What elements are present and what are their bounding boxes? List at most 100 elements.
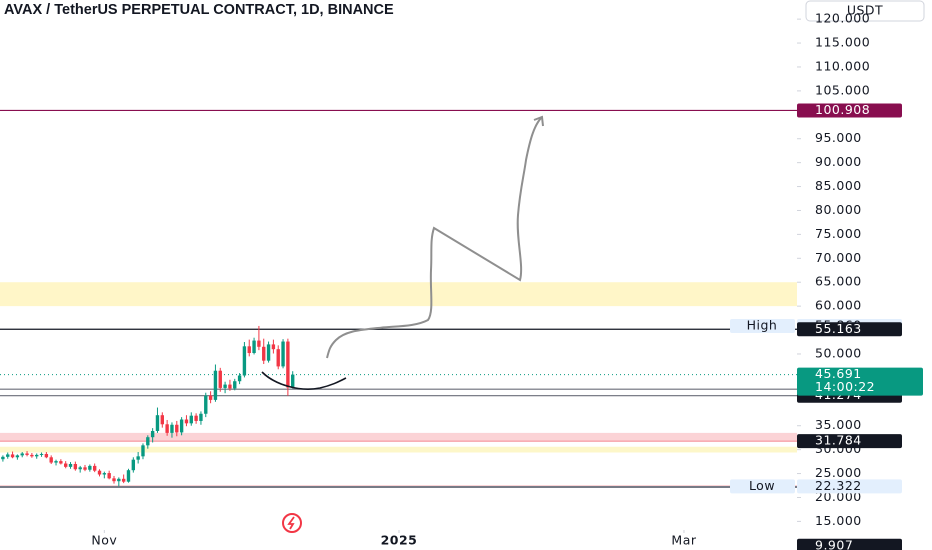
tag-label: High (747, 317, 778, 332)
price-label-box (797, 434, 902, 449)
candle-body (266, 344, 271, 361)
price-label-box (797, 103, 902, 118)
time-axis: Nov 2025 Mar (91, 530, 696, 548)
price-label: 31.784 (815, 433, 862, 448)
last-price-box (797, 367, 923, 396)
candle-body (131, 459, 136, 471)
candle-body (262, 346, 266, 361)
candle-body (1, 456, 5, 460)
zone (0, 432, 797, 442)
x-tick-label: Mar (671, 533, 696, 548)
candle-body (97, 470, 102, 475)
drawn-arc (261, 371, 347, 390)
y-tick-label: 15.000 (815, 513, 862, 528)
y-tick-label: 25.000 (815, 465, 862, 480)
candle-body (233, 381, 237, 389)
drawn-projection (326, 116, 543, 359)
price-label-box (797, 538, 902, 550)
candle-body (286, 341, 290, 388)
candle-body (44, 453, 49, 458)
candle-body (242, 346, 247, 376)
x-tick-label: Nov (91, 533, 117, 548)
candle-body (170, 424, 174, 433)
candle-body (10, 454, 15, 458)
candle-body (237, 375, 242, 382)
currency-label: USDT (847, 3, 883, 18)
logo (282, 513, 302, 533)
candle-body (6, 454, 10, 457)
y-tick-label: 50.000 (815, 345, 862, 360)
candle-body (175, 424, 179, 433)
price-label-box (797, 322, 902, 337)
drawn-arrowhead (533, 115, 544, 127)
y-tick-label: 90.000 (815, 154, 862, 169)
candle-body (184, 419, 189, 424)
candle-body (150, 430, 155, 438)
candle-body (165, 424, 169, 433)
zone (0, 282, 797, 307)
candle-body (102, 473, 107, 475)
candle-body (92, 465, 97, 471)
candle-body (291, 374, 295, 388)
level-lines (0, 109, 797, 442)
price-labels: 100.90855.860High55.16342.64141.27431.78… (730, 102, 923, 550)
candle-body (281, 341, 285, 367)
candle-body (107, 473, 111, 479)
candle-body (83, 467, 87, 470)
candle-body (88, 465, 92, 470)
chart-title: AVAX / TetherUS PERPETUAL CONTRACT, 1D, … (4, 2, 394, 18)
candle-body (257, 340, 261, 347)
candle-body (30, 454, 34, 457)
y-tick-label: 65.000 (815, 274, 862, 289)
y-tick-label: 80.000 (815, 202, 862, 217)
y-tick-label: 75.000 (815, 226, 862, 241)
candle-body (39, 453, 44, 455)
candle-body (20, 453, 24, 456)
countdown-label: 14:00:22 (815, 379, 875, 394)
last-price-label: 45.691 (815, 366, 862, 381)
y-tick-label: 120.000 (815, 11, 870, 26)
currency-button[interactable] (805, 0, 925, 22)
y-tick-label: 70.000 (815, 250, 862, 265)
candle-body (25, 453, 29, 455)
y-tick-label: 95.000 (815, 130, 862, 145)
price-axis: 120.000 115.000 110.000 105.000 95.000 90.000… (797, 11, 870, 528)
price-label-box (797, 479, 902, 494)
candle-body (223, 384, 227, 388)
candle-body (64, 463, 68, 467)
candle-body (208, 395, 213, 400)
zone (0, 446, 797, 453)
candle-body (78, 467, 82, 470)
candle-body (276, 349, 280, 367)
x-tick-label: 2025 (381, 533, 418, 548)
candle-body (271, 344, 276, 350)
tag-label: Low (749, 478, 775, 493)
candle-body (35, 454, 39, 457)
y-tick-label: 60.000 (815, 298, 862, 313)
logo-ring (282, 513, 302, 533)
candle-body (155, 415, 160, 431)
candle-body (59, 461, 63, 464)
logo-bolt (287, 516, 295, 530)
candle-body (204, 395, 208, 414)
candle-body (247, 346, 251, 354)
y-tick-label: 85.000 (815, 178, 862, 193)
candle-body (194, 415, 198, 421)
candle-body (199, 413, 203, 421)
tag-box (730, 479, 795, 494)
candle-body (73, 463, 78, 470)
candle-body (54, 461, 58, 463)
candle-body (121, 478, 126, 482)
price-label: 22.322 (815, 478, 862, 493)
candle-body (68, 463, 73, 467)
candle-body (146, 437, 150, 446)
y-tick-label: 115.000 (815, 35, 870, 50)
tag-box (730, 318, 795, 333)
price-label: 55.163 (815, 321, 862, 336)
candle-body (15, 455, 20, 458)
candle-body (117, 478, 121, 482)
candle-body (179, 419, 184, 433)
